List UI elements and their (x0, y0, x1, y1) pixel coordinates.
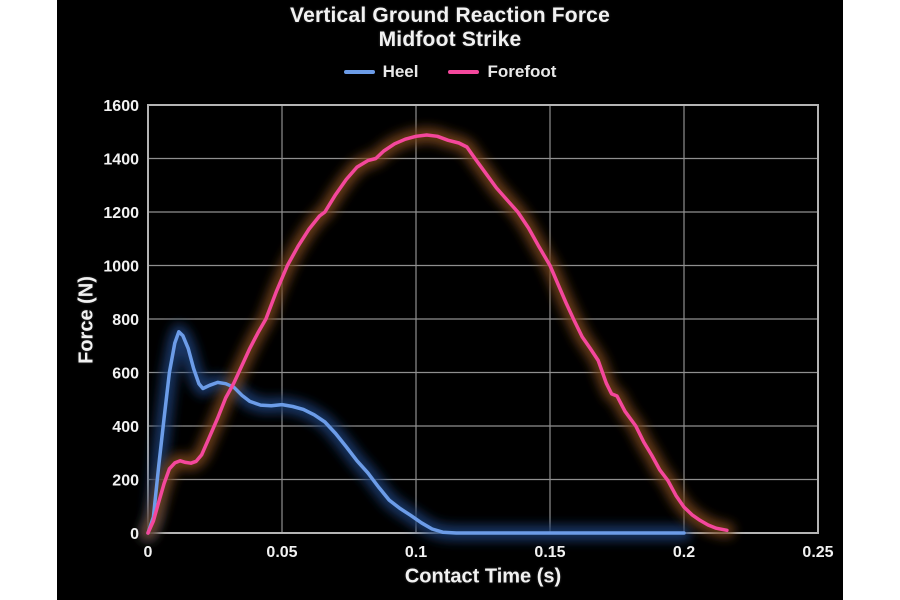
x-tick-label: 0.2 (673, 544, 695, 561)
chart-canvas: 0 0.05 0.1 0.15 0.2 0.25 0 200 400 600 800 1000 1200… (103, 98, 833, 561)
heel-line-swatch-icon (343, 70, 375, 74)
x-tick-label: 0.15 (534, 544, 565, 561)
legend-item-forefoot: Forefoot (448, 62, 556, 82)
y-tick-label: 800 (112, 312, 139, 329)
heel-series-line (146, 330, 686, 535)
legend-label-heel: Heel (382, 62, 419, 81)
y-tick-label: 1400 (103, 152, 139, 169)
y-axis-title: Force (N) (75, 276, 98, 364)
y-tick-label: 0 (130, 526, 139, 543)
x-tick-label: 0.25 (802, 544, 833, 561)
y-tick-label: 600 (112, 366, 139, 383)
x-tick-label: 0.05 (266, 544, 297, 561)
chart-header: Vertical Ground Reaction Force Midfoot S… (57, 4, 843, 51)
y-tick-label: 200 (112, 473, 139, 490)
legend-item-heel: Heel (343, 62, 419, 82)
legend: Heel Forefoot (57, 62, 843, 82)
y-tick-label: 1000 (103, 259, 139, 276)
x-tick-label: 0 (144, 544, 153, 561)
x-axis-title: Contact Time (s) (404, 565, 562, 588)
legend-label-forefoot: Forefoot (487, 62, 557, 81)
y-tick-label: 400 (112, 419, 139, 436)
forefoot-series-glow (140, 127, 735, 541)
video-frame: 0 0.05 0.1 0.15 0.2 0.25 0 200 400 600 800 1000 1200… (57, 0, 843, 600)
y-tick-label: 1200 (103, 205, 139, 222)
forefoot-line-swatch-icon (448, 70, 480, 74)
x-tick-label: 0.1 (405, 544, 427, 561)
chart-subtitle: Midfoot Strike (378, 27, 522, 51)
forefoot-series-line (146, 133, 729, 535)
y-tick-label: 1600 (103, 98, 139, 115)
chart-title: Vertical Ground Reaction Force (290, 4, 610, 27)
